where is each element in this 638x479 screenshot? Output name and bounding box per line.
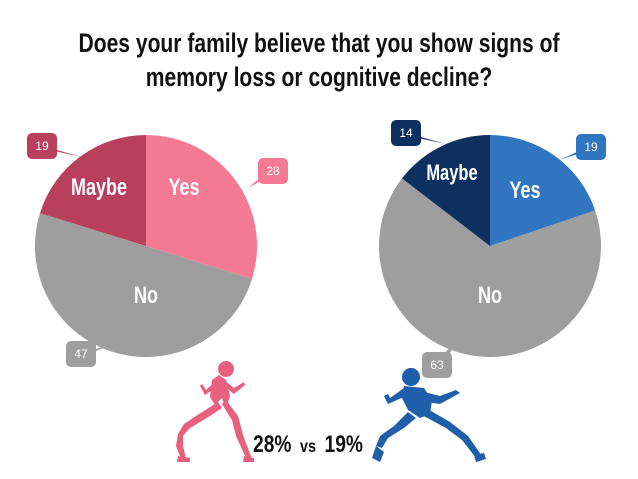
value-callout-no xyxy=(66,341,96,367)
value-label-yes: 19 xyxy=(584,140,598,154)
value-callout-yes xyxy=(576,134,606,160)
slice-label-maybe: Maybe xyxy=(426,161,477,186)
title-line-2: memory loss or cognitive decline? xyxy=(145,62,493,92)
pie-chart-left: Yes No Maybe 28 47 19 xyxy=(27,133,288,367)
slice-label-yes: Yes xyxy=(509,178,540,204)
comparison-right-value: 19% xyxy=(325,430,363,458)
pie-slice-maybe xyxy=(39,135,147,246)
slice-label-maybe: Maybe xyxy=(71,175,127,201)
pie-chart-right: Yes No Maybe 19 63 14 xyxy=(379,120,606,378)
value-callout-maybe xyxy=(391,120,421,146)
comparison-label: 28% vs 19% xyxy=(253,430,363,458)
page-title: Does your family believe that you show s… xyxy=(70,26,568,94)
value-label-no: 63 xyxy=(430,358,444,372)
female-runner-icon xyxy=(176,361,254,462)
comparison-vs: vs xyxy=(300,437,316,457)
value-callout-no xyxy=(422,352,452,378)
value-label-maybe: 14 xyxy=(399,126,413,140)
comparison-left-value: 28% xyxy=(253,430,291,458)
pie-slice-yes xyxy=(146,135,258,279)
slice-label-no: No xyxy=(134,283,158,309)
value-callout-maybe xyxy=(27,133,57,159)
value-label-yes: 28 xyxy=(266,164,280,178)
title-line-1: Does your family believe that you show s… xyxy=(78,28,560,58)
value-callout-yes xyxy=(258,158,288,184)
pie-slice-yes xyxy=(490,135,596,246)
value-label-maybe: 19 xyxy=(35,139,49,153)
pie-slice-no xyxy=(34,213,253,358)
pie-slice-maybe xyxy=(401,135,490,246)
slice-label-no: No xyxy=(478,283,502,309)
value-label-no: 47 xyxy=(74,347,88,361)
slice-label-yes: Yes xyxy=(168,175,199,201)
pie-slice-no xyxy=(379,178,602,358)
male-runner-icon xyxy=(372,368,486,462)
